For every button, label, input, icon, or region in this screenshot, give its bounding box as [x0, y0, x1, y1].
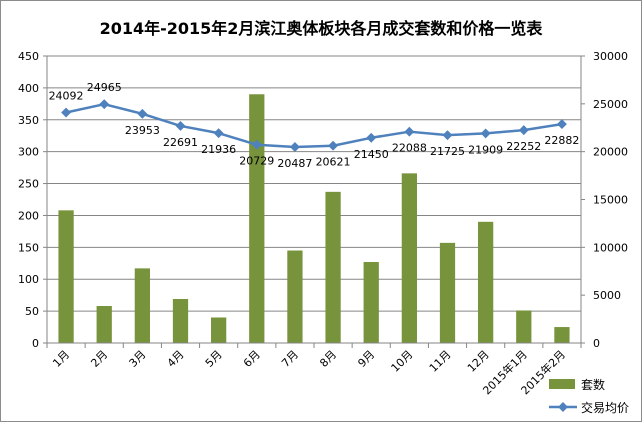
left-tick-label: 300 — [18, 146, 39, 159]
line-marker — [61, 107, 72, 118]
right-tick-label: 0 — [593, 337, 600, 350]
line-marker — [137, 108, 148, 119]
line-data-label: 22882 — [544, 134, 579, 147]
line-marker — [328, 140, 339, 151]
line-data-label: 24092 — [49, 90, 84, 103]
bar — [478, 221, 494, 343]
x-tick-label: 2月 — [88, 348, 110, 370]
right-tick-label: 20000 — [593, 146, 628, 159]
x-tick-label: 3月 — [127, 348, 149, 370]
legend-swatch-bar — [549, 379, 575, 389]
right-tick-label: 10000 — [593, 241, 628, 254]
grid-lines — [47, 55, 581, 312]
line-data-label: 20621 — [316, 156, 351, 169]
x-tick-label: 10月 — [389, 348, 416, 375]
bar — [249, 94, 265, 344]
left-tick-label: 350 — [18, 114, 39, 127]
x-tick-label: 6月 — [241, 348, 263, 370]
line-data-label: 23953 — [125, 124, 160, 137]
bar — [439, 242, 456, 343]
right-tick-label: 30000 — [593, 50, 628, 63]
right-tick-label: 5000 — [593, 289, 621, 302]
line-marker — [404, 126, 415, 137]
line-data-label: 20729 — [239, 155, 274, 168]
line-data-label: 22252 — [506, 140, 541, 153]
line-marker — [366, 132, 377, 143]
left-tick-label: 150 — [18, 241, 39, 254]
x-tick-label: 8月 — [317, 348, 339, 370]
line-data-label: 21936 — [201, 143, 236, 156]
x-tick-label: 1月 — [50, 348, 72, 370]
axes: 0 50 100 150 200 250 300 350 400 450 0 5000 10000 150… — [18, 50, 628, 397]
bar — [325, 191, 341, 343]
bar-series — [58, 94, 570, 344]
bar — [172, 298, 189, 343]
left-tick-label: 250 — [18, 178, 39, 191]
left-tick-label: 400 — [18, 82, 39, 95]
legend: 套数 交易均价 — [549, 377, 629, 415]
bar — [516, 310, 532, 343]
bar — [401, 173, 417, 343]
bar — [363, 262, 379, 343]
left-tick-label: 100 — [18, 273, 39, 286]
bar — [96, 306, 112, 343]
line-series — [61, 99, 567, 152]
x-tick-label: 5月 — [203, 348, 225, 370]
legend-label-bar: 套数 — [581, 377, 605, 392]
left-tick-label: 450 — [18, 50, 39, 63]
price-line — [65, 102, 563, 149]
left-tick-label: 200 — [18, 209, 39, 222]
bar — [554, 327, 570, 343]
left-tick-label: 50 — [25, 305, 39, 318]
bar — [211, 317, 227, 343]
line-marker — [518, 125, 529, 136]
x-tick-label: 7月 — [279, 348, 301, 370]
line-marker — [442, 130, 453, 141]
line-marker — [480, 128, 491, 139]
line-data-label: 22088 — [392, 142, 427, 155]
line-marker — [289, 142, 300, 152]
line-data-label: 24965 — [87, 81, 122, 94]
x-tick-label: 4月 — [165, 348, 187, 370]
legend-label-line: 交易均价 — [581, 400, 629, 415]
x-tick-label: 12月 — [465, 348, 492, 375]
left-tick-label: 0 — [32, 337, 39, 350]
line-marker — [99, 99, 110, 110]
legend-marker — [558, 402, 568, 412]
line-marker — [213, 128, 224, 139]
bar — [58, 210, 74, 343]
line-data-label: 20487 — [277, 157, 312, 170]
line-data-label: 22691 — [163, 136, 198, 149]
line-marker — [251, 139, 262, 150]
right-tick-label: 25000 — [593, 98, 628, 111]
chart-title: 2014年-2015年2月滨江奥体板块各月成交套数和价格一览表 — [100, 19, 544, 38]
line-data-label: 21450 — [354, 148, 389, 161]
line-data-label: 21725 — [430, 145, 465, 158]
x-tick-label: 11月 — [427, 348, 454, 375]
bar — [287, 250, 303, 343]
right-tick-label: 15000 — [593, 194, 628, 207]
x-tick-label: 9月 — [355, 348, 377, 370]
line-data-label: 21909 — [468, 143, 503, 156]
line-marker — [175, 120, 186, 131]
line-marker — [556, 119, 567, 130]
bar — [134, 268, 150, 343]
